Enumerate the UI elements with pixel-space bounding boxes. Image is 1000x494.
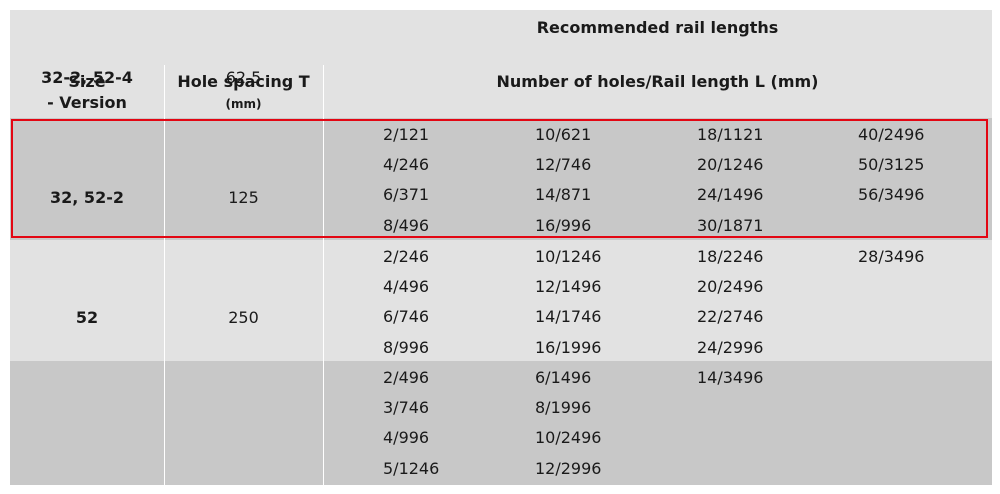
rail-length-value: 4/996 xyxy=(383,428,430,448)
holes-length-header: Number of holes/Rail length L (mm) xyxy=(496,72,819,91)
rail-length-value: 8/1996 xyxy=(535,398,592,418)
rail-length-value: 24/2996 xyxy=(697,337,764,357)
spacing-cell: 62.5 xyxy=(225,68,262,87)
rail-length-value: 4/496 xyxy=(383,277,430,297)
rail-length-value: 12/2996 xyxy=(535,458,602,478)
recommended-header: Recommended rail lengths xyxy=(536,18,779,37)
rail-length-value: 20/1246 xyxy=(697,155,764,175)
size-header: Size xyxy=(68,72,106,91)
rail-length-value: 2/246 xyxy=(383,247,430,266)
table-header xyxy=(10,10,992,118)
spacing-cell: 125 xyxy=(228,188,259,207)
hole-spacing-unit: (mm) xyxy=(225,97,262,111)
column-divider xyxy=(323,65,324,485)
rail-length-value: 16/996 xyxy=(535,215,592,235)
size-cell: 32, 52-2 xyxy=(50,188,124,207)
rail-length-value: 28/3496 xyxy=(858,247,925,266)
column-divider xyxy=(164,65,165,485)
rail-length-value: 8/996 xyxy=(383,337,430,357)
table-row-band xyxy=(10,240,992,361)
rail-length-value: 3/746 xyxy=(383,398,430,418)
rail-length-value: 12/1496 xyxy=(535,277,602,297)
version-header: - Version xyxy=(47,93,127,112)
rail-length-value: 8/496 xyxy=(383,215,430,235)
size-cell: 52 xyxy=(75,308,99,327)
table-row-band xyxy=(10,361,992,485)
rail-length-value: 14/871 xyxy=(535,185,592,205)
rail-length-value: 16/1996 xyxy=(535,337,602,357)
rail-length-value: 14/1746 xyxy=(535,307,602,327)
rail-length-value: 6/746 xyxy=(383,307,430,327)
rail-length-value: 2/121 xyxy=(383,125,430,144)
rail-length-value: 10/1246 xyxy=(535,247,602,266)
rail-length-value: 40/2496 xyxy=(858,125,925,144)
rail-length-value: 4/246 xyxy=(383,155,430,175)
rail-length-value: 18/2246 xyxy=(697,247,764,266)
table-row-band xyxy=(10,118,992,240)
hole-spacing-header: Hole spacing T xyxy=(177,72,310,91)
rail-length-value: 56/3496 xyxy=(858,185,925,205)
rail-length-value: 6/371 xyxy=(383,185,430,205)
size-cell: 32-2, 52-4 xyxy=(41,68,133,87)
spacing-cell: 250 xyxy=(228,308,259,327)
rail-length-value: 12/746 xyxy=(535,155,592,175)
rail-length-value: 50/3125 xyxy=(858,155,925,175)
rail-length-value: 5/1246 xyxy=(383,458,440,478)
rail-length-value: 20/2496 xyxy=(697,277,764,297)
rail-length-table: Recommended rail lengths Size - Version … xyxy=(10,10,992,485)
rail-length-value: 18/1121 xyxy=(697,125,764,144)
rail-length-value: 10/621 xyxy=(535,125,592,144)
rail-length-value: 2/496 xyxy=(383,368,430,387)
rail-length-value: 30/1871 xyxy=(697,215,764,235)
rail-length-value: 14/3496 xyxy=(697,368,764,387)
rail-length-value: 24/1496 xyxy=(697,185,764,205)
rail-length-value: 6/1496 xyxy=(535,368,592,387)
rail-length-value: 10/2496 xyxy=(535,428,602,448)
rail-length-value: 22/2746 xyxy=(697,307,764,327)
